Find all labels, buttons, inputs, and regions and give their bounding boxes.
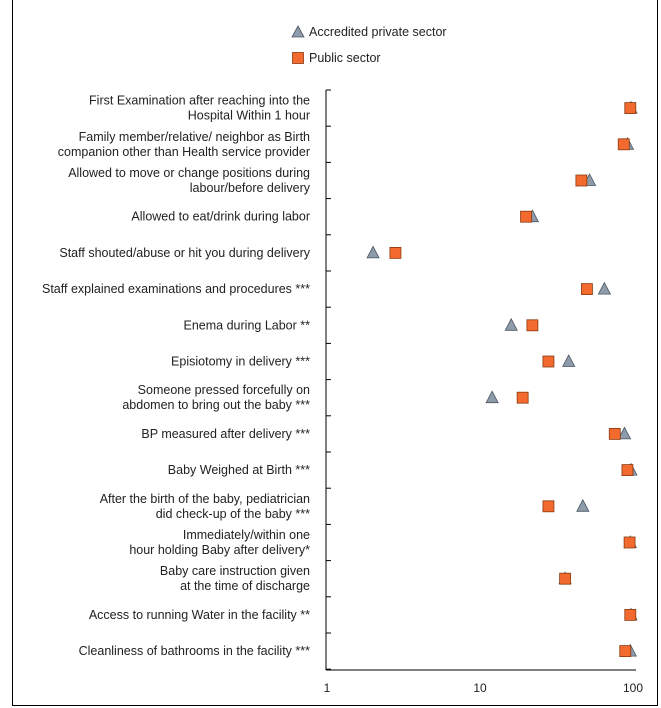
x-tick-label: 10: [473, 681, 487, 695]
category-label: BP measured after delivery ***: [141, 427, 310, 441]
public-sector-point: [619, 645, 632, 657]
data-marks: [366, 100, 638, 657]
category-label: Staff shouted/abuse or hit you during de…: [59, 246, 310, 260]
public-sector-point: [581, 283, 593, 296]
category-label: Access to running Water in the facility …: [89, 608, 310, 622]
public-sector-point: [559, 572, 572, 585]
category-label: Someone pressed forcefully on abdomen to …: [122, 383, 310, 412]
public-sector-point: [624, 609, 637, 621]
category-label: Baby Weighed at Birth ***: [168, 463, 310, 477]
category-label: Cleanliness of bathrooms in the facility…: [79, 644, 311, 658]
public-sector-point: [623, 536, 636, 549]
x-tick-label: 100: [623, 681, 643, 695]
legend-label-1: Public sector: [309, 51, 381, 65]
private-sector-point: [366, 245, 380, 259]
private-sector-point: [576, 498, 590, 512]
public-sector-point: [575, 174, 588, 187]
category-label: Family member/relative/ neighbor as Birt…: [58, 130, 310, 159]
category-label: Episiotomy in delivery ***: [171, 355, 310, 369]
category-label: First Examination after reaching into th…: [89, 94, 310, 123]
private-sector-point: [485, 390, 499, 404]
public-sector-point: [526, 319, 539, 332]
private-sector-point: [562, 354, 576, 367]
public-sector-point: [617, 138, 630, 151]
public-sector-point: [624, 102, 637, 114]
legend-marker-public: [292, 52, 304, 64]
private-sector-point: [617, 426, 632, 440]
category-label: Staff explained examinations and procedu…: [42, 282, 310, 296]
private-sector-point: [597, 281, 612, 295]
category-label: After the birth of the baby, pediatricia…: [100, 492, 310, 521]
public-sector-point: [520, 210, 532, 223]
public-sector-point: [542, 355, 555, 368]
category-label: Allowed to move or change positions duri…: [68, 166, 311, 195]
public-sector-point: [516, 391, 529, 404]
category-label: Allowed to eat/drink during labor: [131, 210, 310, 224]
legend-label-0: Accredited private sector: [309, 25, 447, 39]
private-sector-point: [504, 317, 518, 331]
category-label: Baby care instruction given at the time o…: [160, 564, 310, 593]
public-sector-point: [608, 427, 621, 440]
axes: 1 10 100: [324, 89, 643, 695]
chart-frame: [12, 0, 658, 706]
legend: Accredited private sector Public sector: [291, 25, 447, 65]
public-sector-point: [621, 464, 634, 477]
public-sector-point: [389, 246, 402, 259]
legend-marker-private: [291, 25, 305, 38]
x-tick-label: 1: [324, 681, 331, 695]
category-label: Immediately/within one hour holding Baby …: [129, 528, 310, 557]
category-labels: First Examination after reaching into th…: [42, 94, 311, 658]
public-sector-point: [542, 500, 555, 513]
category-label: Enema during Labor **: [184, 318, 311, 332]
